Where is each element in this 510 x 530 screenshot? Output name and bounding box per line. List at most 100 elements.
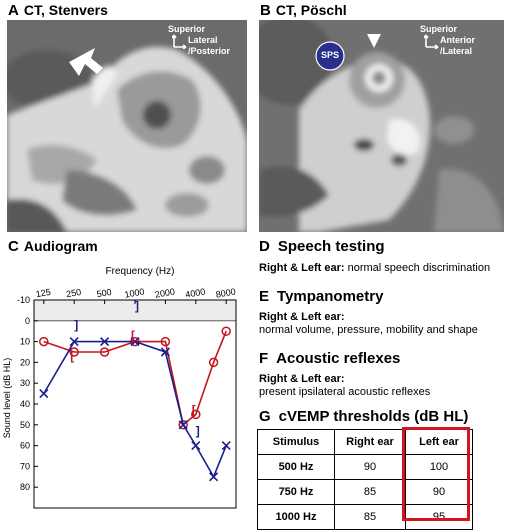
cell-right-ear: 85 [334, 504, 406, 530]
bone-conduction-mark: ] [135, 299, 139, 313]
data-point-x [209, 472, 219, 482]
data-point-circle [69, 347, 79, 357]
table-row: 750 Hz 85 90 [257, 479, 473, 505]
y-tick-label: 40 [20, 399, 30, 409]
panel-a-title-text: CT, Stenvers [23, 2, 108, 18]
cell-right-ear: 85 [334, 479, 406, 505]
panel-f-letter: F [259, 350, 269, 367]
cell-stimulus: 750 Hz [257, 479, 335, 505]
panel-a-letter: A [8, 2, 19, 19]
header-stimulus: Stimulus [257, 429, 335, 455]
x-tick-label: 2000 [154, 286, 175, 299]
cvemp-table: Stimulus Right ear Left ear 500 Hz 90 10… [257, 429, 473, 530]
ct-stenvers-image [7, 20, 247, 232]
x-tick-label: 250 [65, 287, 82, 299]
tympanometry-result: normal volume, pressure, mobility and sh… [259, 324, 478, 336]
speech-ear-label: Right & Left ear: [259, 262, 345, 274]
orientation-arrows-icon [424, 34, 439, 49]
orient-lateral-a: Lateral [188, 35, 218, 45]
bone-conduction-mark: ] [74, 318, 78, 332]
panel-a-title: A CT, Stenvers [8, 2, 108, 19]
sps-marker [315, 41, 345, 71]
panel-b-title-text: CT, Pöschl [275, 2, 347, 18]
table-header-row: Stimulus Right ear Left ear [257, 429, 473, 455]
data-point-x [100, 337, 110, 347]
orient-posterior-a: /Posterior [188, 46, 231, 56]
orient-anterior-b: Anterior [440, 35, 476, 45]
orientation-b: Superior Anterior /Lateral [420, 24, 475, 57]
data-point-x [69, 337, 79, 347]
panel-c-title-text: Audiogram [23, 238, 98, 254]
y-tick-label: 30 [20, 378, 30, 388]
header-right-ear: Right ear [334, 429, 406, 455]
y-tick-label: -10 [17, 295, 30, 305]
data-point-circle [191, 409, 201, 420]
arrowhead-icon [367, 34, 381, 48]
table-row: 1000 Hz 85 95 [257, 504, 473, 530]
panel-b-letter: B [260, 2, 271, 19]
cell-left-ear: 95 [405, 504, 473, 530]
x-tick-label: 4000 [185, 286, 206, 299]
data-point-circle [99, 347, 110, 357]
arrow-icon [69, 48, 103, 76]
y-axis-label: Sound level (dB HL) [2, 358, 12, 439]
orientation-arrows-icon [172, 34, 187, 49]
series-line-0 [43, 330, 227, 427]
data-point-x [178, 420, 188, 430]
panel-e-letter: E [259, 288, 270, 305]
orient-lateral-b: /Lateral [440, 46, 473, 56]
speech-result: Right & Left ear: normal speech discrimi… [259, 261, 490, 275]
audiogram-chart: Frequency (Hz) Sound level (dB HL) 125 25… [2, 266, 237, 509]
y-tick-label: 10 [20, 337, 30, 347]
panel-d-title: D Speech testing [259, 238, 385, 255]
panel-g-letter: G [259, 408, 271, 425]
plot-frame [33, 299, 237, 509]
header-left-ear: Left ear [405, 429, 473, 455]
y-tick-label: 80 [20, 482, 30, 492]
bone-conduction-mark: [ [70, 349, 74, 363]
data-point-x [160, 347, 170, 357]
y-tick-label: 60 [20, 441, 30, 451]
data-point-x [191, 441, 201, 451]
y-tick-label: 50 [20, 420, 30, 430]
data-point-circle [39, 336, 49, 347]
cell-stimulus: 1000 Hz [257, 504, 335, 530]
panel-f-title-text: Acoustic reflexes [276, 350, 401, 367]
ct-poschl-image [259, 20, 504, 232]
panel-c-title: C Audiogram [8, 238, 98, 255]
x-axis-label: Frequency (Hz) [106, 266, 175, 277]
bone-conduction-mark: ] [196, 424, 200, 438]
y-tick-label: 0 [25, 316, 30, 326]
panel-e-title-text: Tympanometry [277, 288, 384, 305]
orientation-a: Superior Lateral /Posterior [168, 24, 230, 57]
bone-conduction-mark: [ [192, 403, 196, 417]
panel-c-letter: C [8, 238, 19, 255]
cell-left-ear: 100 [405, 454, 473, 480]
data-point-circle [160, 336, 171, 347]
orient-superior-a: Superior [168, 24, 206, 34]
panel-e-title: E Tympanometry [259, 288, 383, 305]
x-tick-label: 1000 [124, 286, 145, 299]
x-tick-label: 125 [35, 287, 52, 299]
normal-band [34, 300, 236, 321]
cell-stimulus: 500 Hz [257, 454, 335, 480]
data-point-circle [221, 326, 231, 336]
panel-f-title: F Acoustic reflexes [259, 350, 400, 367]
speech-result-text: normal speech discrimination [347, 262, 491, 274]
panel-g-title-text: cVEMP thresholds (dB HL) [278, 408, 469, 425]
orient-superior-b: Superior [420, 24, 458, 34]
cell-right-ear: 90 [334, 454, 406, 480]
reflexes-ear: Right & Left ear: [259, 373, 345, 385]
x-tick-label: 500 [96, 287, 113, 299]
panel-d-letter: D [259, 238, 270, 255]
panel-b-title: B CT, Pöschl [260, 2, 347, 19]
y-tick-label: 70 [20, 461, 30, 471]
data-point-x [39, 389, 49, 399]
cell-left-ear: 90 [405, 479, 473, 505]
data-point-circle [208, 357, 219, 368]
data-point-x [221, 441, 231, 451]
sps-label: SPS [320, 50, 339, 60]
y-tick-label: 20 [20, 357, 30, 367]
panel-d-title-text: Speech testing [277, 238, 385, 255]
data-point-circle [178, 420, 188, 430]
